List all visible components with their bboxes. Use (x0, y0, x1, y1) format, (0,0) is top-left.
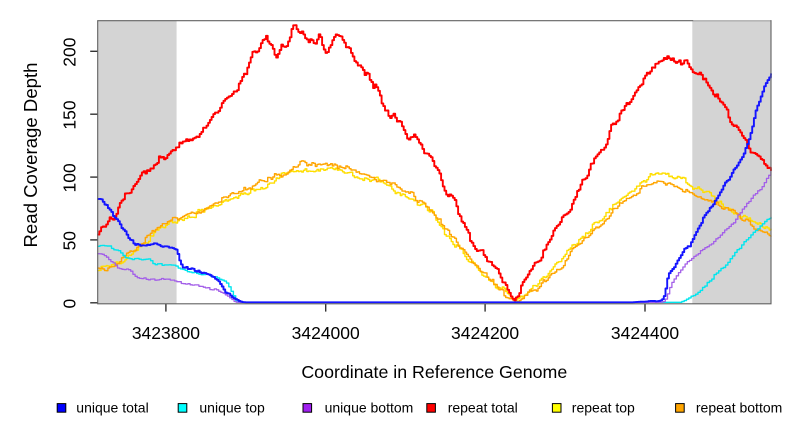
svg-text:3423800: 3423800 (132, 323, 200, 343)
svg-text:3424400: 3424400 (611, 323, 679, 343)
svg-text:repeat total: repeat total (448, 400, 518, 416)
svg-text:150: 150 (59, 100, 79, 129)
svg-text:Read Coverage Depth: Read Coverage Depth (20, 62, 41, 247)
svg-text:repeat bottom: repeat bottom (696, 400, 782, 416)
svg-text:unique top: unique top (199, 400, 265, 416)
svg-text:Coordinate in Reference Genome: Coordinate in Reference Genome (301, 362, 567, 382)
svg-text:3424000: 3424000 (292, 323, 360, 343)
svg-text:repeat top: repeat top (572, 400, 635, 416)
svg-text:unique bottom: unique bottom (325, 400, 414, 416)
svg-text:0: 0 (59, 298, 79, 308)
svg-text:50: 50 (59, 231, 79, 251)
svg-text:3424200: 3424200 (451, 323, 519, 343)
svg-text:200: 200 (59, 37, 79, 66)
svg-text:unique total: unique total (76, 400, 148, 416)
svg-text:100: 100 (59, 163, 79, 192)
